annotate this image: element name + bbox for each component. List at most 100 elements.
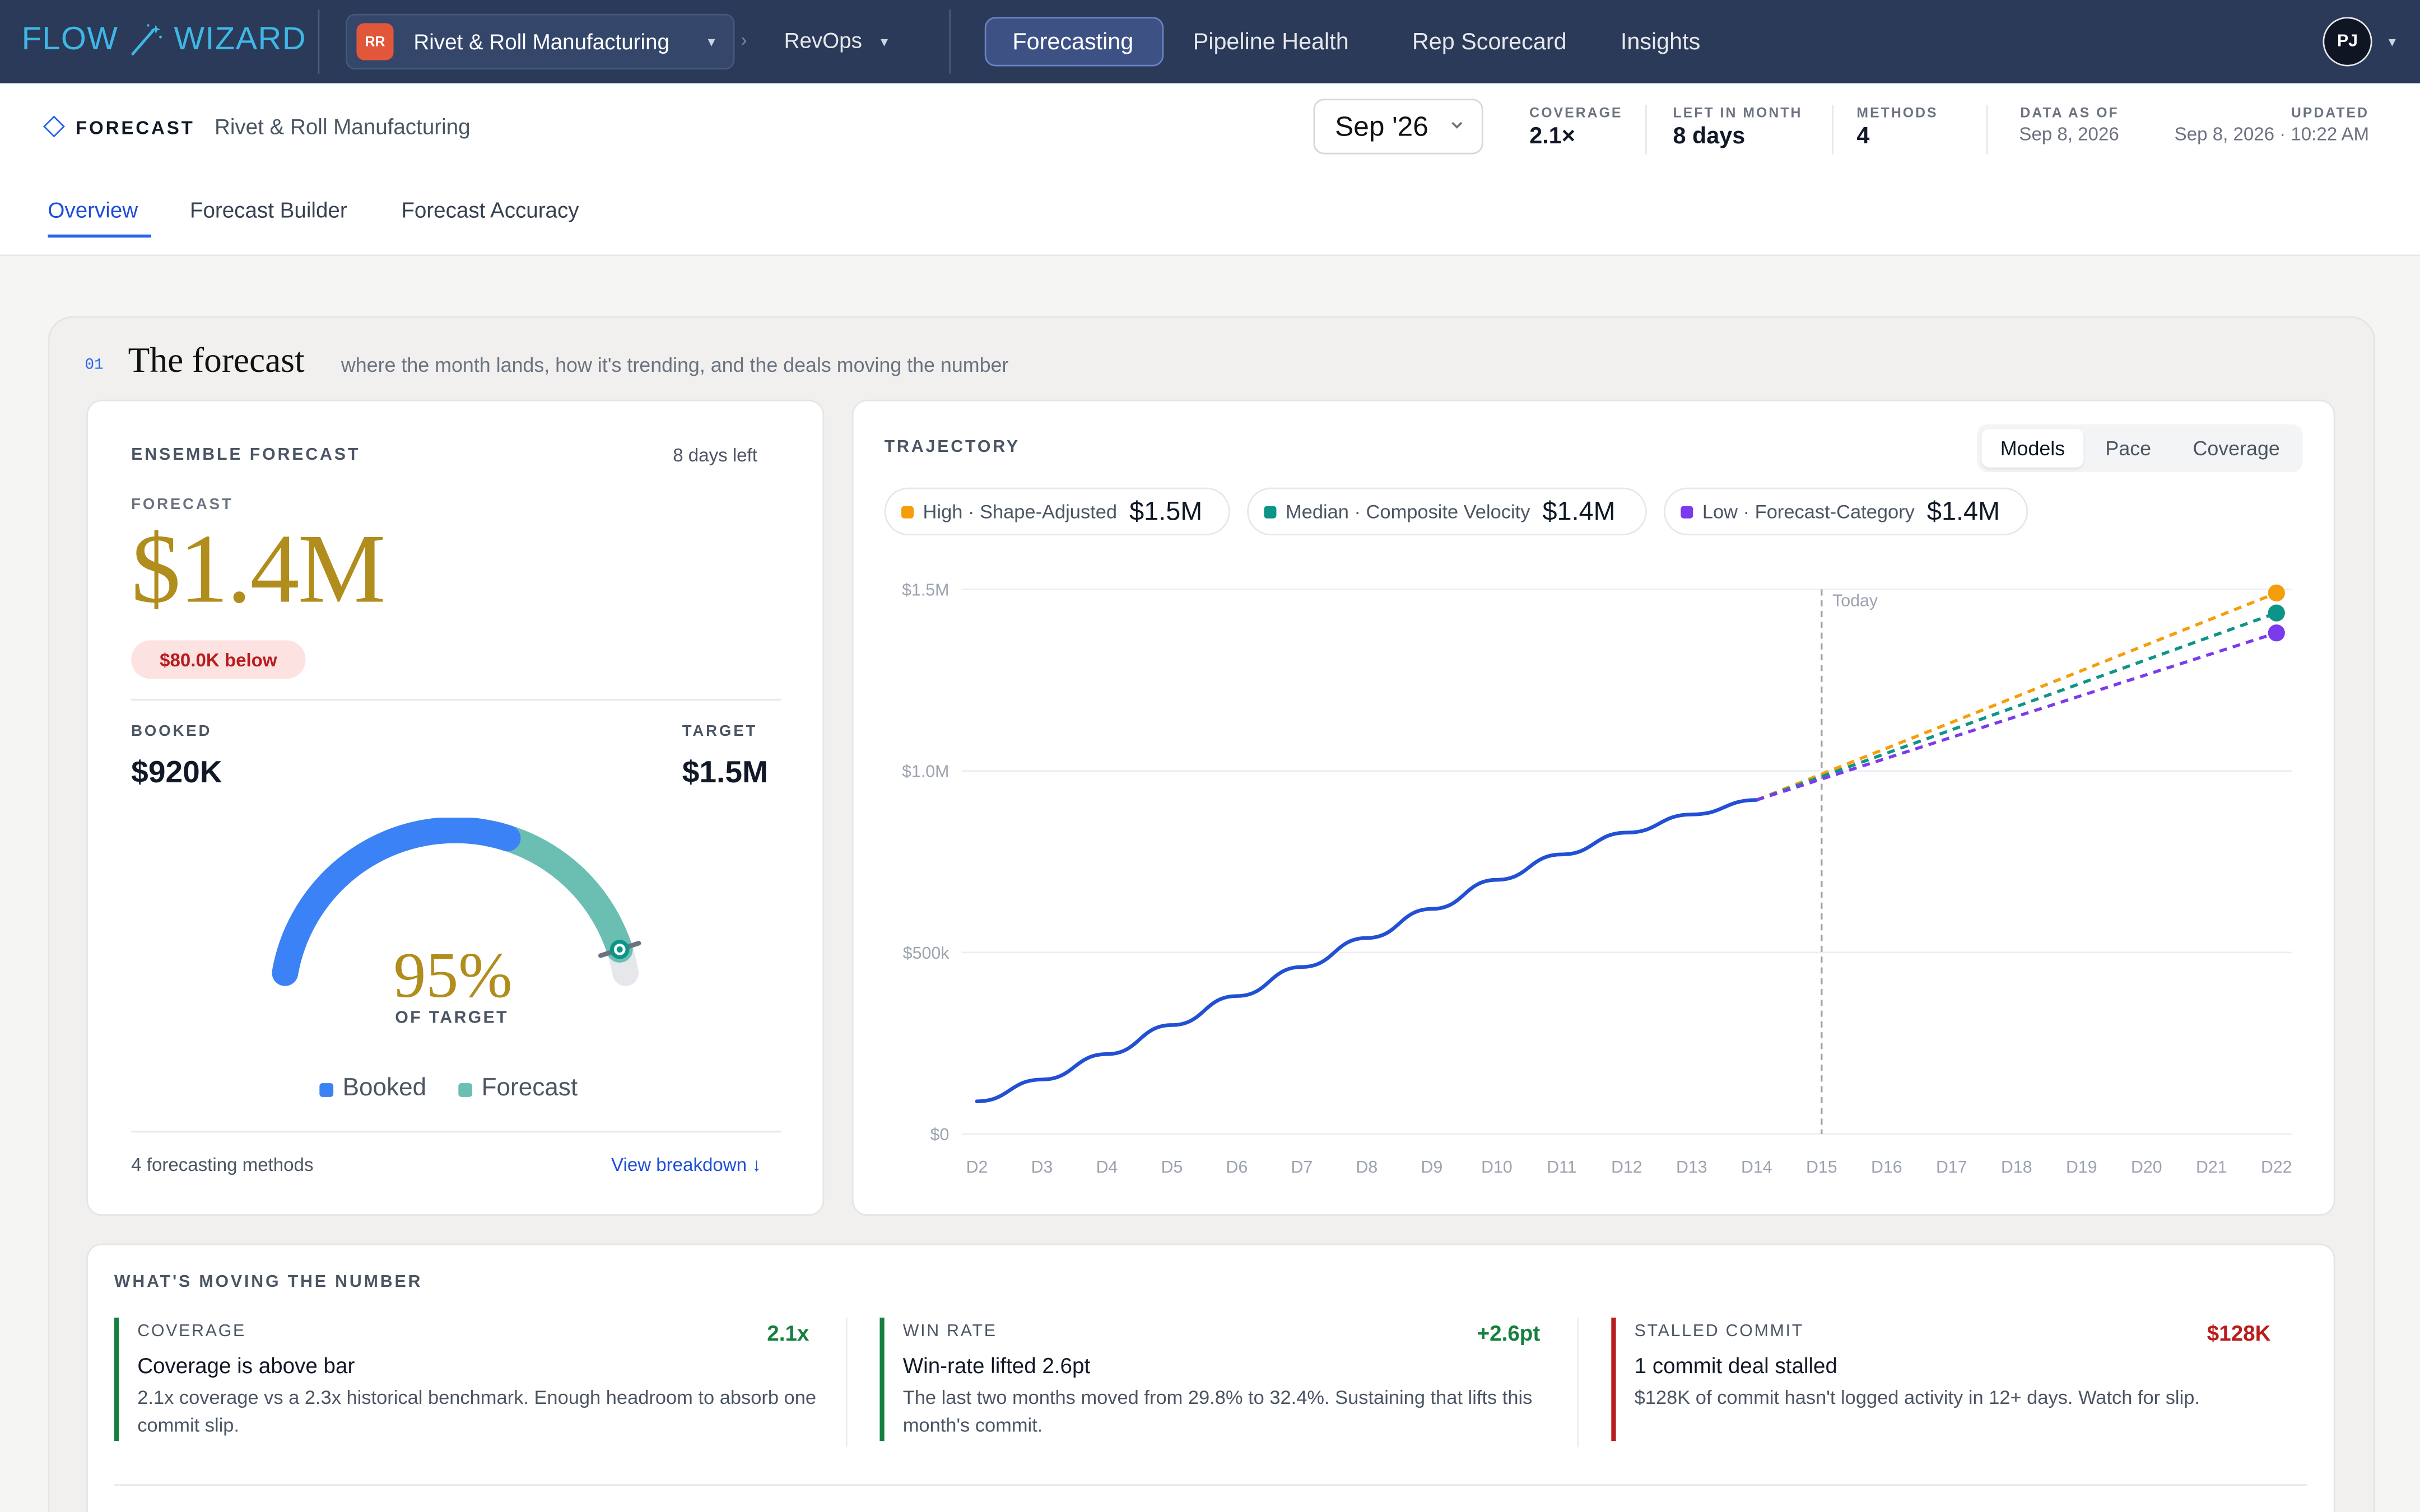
gauge-caption: OF TARGET bbox=[395, 1009, 509, 1028]
chip-swatch bbox=[901, 505, 914, 518]
stat-value: 4 bbox=[1856, 123, 1870, 150]
chip-label: High · Shape-Adjusted bbox=[923, 501, 1118, 522]
month-value: Sep '26 bbox=[1335, 110, 1428, 142]
stat-value: 8 days bbox=[1673, 123, 1746, 150]
app-logo[interactable]: FLOW WIZARD bbox=[22, 22, 306, 59]
x-tick-label: D22 bbox=[2261, 1158, 2292, 1177]
divider bbox=[131, 1131, 781, 1133]
x-tick-label: D20 bbox=[2131, 1158, 2162, 1177]
trajectory-card bbox=[851, 399, 2335, 1216]
y-tick-label: $500k bbox=[903, 944, 950, 963]
chevron-down-icon: ▼ bbox=[878, 35, 891, 50]
legend-swatch bbox=[319, 1082, 334, 1096]
segment-models[interactable]: Models bbox=[1981, 428, 2084, 468]
x-tick-label: D10 bbox=[1481, 1158, 1513, 1177]
org-switcher[interactable]: RR Rivet & Roll Manufacturing ▼ bbox=[346, 13, 735, 69]
model-chip-high[interactable]: High · Shape-Adjusted $1.5M bbox=[884, 487, 1230, 536]
user-avatar[interactable]: PJ bbox=[2323, 17, 2372, 67]
mover-value: $128K bbox=[2207, 1320, 2271, 1346]
card-title: TRAJECTORY bbox=[884, 438, 1021, 457]
x-tick-label: D7 bbox=[1291, 1158, 1313, 1177]
segment-coverage[interactable]: Coverage bbox=[2193, 436, 2280, 460]
mover-label: COVERAGE bbox=[137, 1322, 246, 1341]
mover-coverage: COVERAGE Coverage is above bar 2.1x cove… bbox=[114, 1317, 821, 1441]
x-tick-label: D9 bbox=[1421, 1158, 1443, 1177]
mover-description: $128K of commit hasn't logged activity i… bbox=[1634, 1387, 2200, 1409]
today-label: Today bbox=[1832, 592, 1878, 610]
stat-value: Sep 8, 2026 · 10:22 AM bbox=[2174, 123, 2370, 145]
section-number: 01 bbox=[85, 358, 104, 375]
target-value: $1.5M bbox=[682, 756, 768, 790]
stat-updated: UPDATED Sep 8, 2026 · 10:22 AM bbox=[2153, 105, 2369, 145]
stat-label: COVERAGE bbox=[1529, 105, 1623, 120]
stat-data-as-of: DATA AS OF Sep 8, 2026 bbox=[2013, 105, 2119, 145]
page-tabs: Overview Forecast Builder Forecast Accur… bbox=[0, 171, 2420, 256]
mover-description: 2.1x coverage vs a 2.3x historical bench… bbox=[137, 1387, 817, 1436]
diamond-icon bbox=[43, 115, 65, 138]
mover-stalled-commit: STALLED COMMIT 1 commit deal stalled $12… bbox=[1611, 1317, 2290, 1441]
chevron-down-icon bbox=[1451, 122, 1463, 129]
section-subtitle: where the month lands, how it's trending… bbox=[341, 353, 1009, 377]
team-switcher[interactable]: RevOps bbox=[784, 27, 862, 53]
nav-rep-scorecard[interactable]: Rep Scorecard bbox=[1412, 28, 1567, 55]
stat-label: DATA AS OF bbox=[2020, 105, 2119, 120]
x-tick-label: D3 bbox=[1031, 1158, 1053, 1177]
tab-overview[interactable]: Overview bbox=[48, 197, 138, 222]
magic-wand-icon bbox=[131, 24, 162, 55]
view-segmented-control: Models Pace Coverage bbox=[1977, 424, 2303, 473]
nav-insights[interactable]: Insights bbox=[1620, 28, 1701, 55]
chip-amount: $1.5M bbox=[1129, 496, 1203, 526]
x-tick-label: D5 bbox=[1161, 1158, 1183, 1177]
mover-title: Win-rate lifted 2.6pt bbox=[902, 1353, 1091, 1378]
chip-label: Low · Forecast-Category bbox=[1702, 501, 1915, 522]
ensemble-forecast-card bbox=[86, 399, 825, 1216]
chip-amount: $1.4M bbox=[1926, 496, 2000, 526]
x-tick-label: D14 bbox=[1741, 1158, 1772, 1177]
segment-pace[interactable]: Pace bbox=[2105, 436, 2152, 460]
x-tick-label: D11 bbox=[1547, 1158, 1576, 1177]
stat-label: METHODS bbox=[1856, 105, 1938, 120]
top-bar: FLOW WIZARD RR Rivet & Roll Manufacturin… bbox=[0, 0, 2420, 83]
movers-card bbox=[86, 1243, 2335, 1512]
x-tick-label: D4 bbox=[1096, 1158, 1118, 1177]
view-breakdown-link[interactable]: View breakdown ↓ bbox=[611, 1154, 761, 1176]
chip-amount: $1.4M bbox=[1542, 496, 1616, 526]
x-tick-label: D2 bbox=[966, 1158, 988, 1177]
stat-label: UPDATED bbox=[2291, 105, 2370, 120]
nav-forecasting[interactable]: Forecasting bbox=[984, 17, 1164, 67]
page-org-name: Rivet & Roll Manufacturing bbox=[214, 114, 471, 139]
mover-value: 2.1x bbox=[767, 1320, 809, 1346]
stat-divider bbox=[1832, 105, 1834, 155]
gauge-forecast-marker-core bbox=[616, 946, 623, 953]
series-line-projection bbox=[1756, 631, 2277, 802]
y-tick-label: $0 bbox=[930, 1126, 950, 1144]
x-tick-label: D16 bbox=[1871, 1158, 1902, 1177]
chevron-down-icon[interactable]: ▼ bbox=[2386, 35, 2399, 50]
stat-label: LEFT IN MONTH bbox=[1673, 105, 1803, 120]
series-endpoint bbox=[2268, 624, 2285, 642]
gauge-percent: 95% bbox=[393, 941, 513, 1012]
model-chip-median[interactable]: Median · Composite Velocity $1.4M bbox=[1247, 487, 1647, 536]
chip-swatch bbox=[1681, 505, 1693, 518]
y-tick-label: $1.5M bbox=[902, 581, 949, 599]
month-select[interactable]: Sep '26 bbox=[1313, 99, 1483, 155]
card-title: WHAT'S MOVING THE NUMBER bbox=[114, 1272, 423, 1292]
divider bbox=[845, 1317, 848, 1448]
tab-forecast-builder[interactable]: Forecast Builder bbox=[189, 197, 347, 222]
legend-forecast: Forecast bbox=[458, 1075, 578, 1103]
days-left: 8 days left bbox=[673, 444, 757, 466]
stat-divider bbox=[1986, 105, 1988, 155]
x-tick-label: D15 bbox=[1806, 1158, 1837, 1177]
series-endpoint bbox=[2268, 584, 2285, 602]
mover-label: WIN RATE bbox=[902, 1322, 997, 1341]
nav-pipeline-health[interactable]: Pipeline Health bbox=[1193, 28, 1349, 55]
x-tick-label: D18 bbox=[2001, 1158, 2032, 1177]
chip-label: Median · Composite Velocity bbox=[1286, 501, 1530, 522]
x-tick-label: D13 bbox=[1676, 1158, 1707, 1177]
x-tick-label: D8 bbox=[1356, 1158, 1378, 1177]
mover-title: 1 commit deal stalled bbox=[1634, 1353, 1837, 1378]
model-chip-low[interactable]: Low · Forecast-Category $1.4M bbox=[1663, 487, 2028, 536]
tab-forecast-accuracy[interactable]: Forecast Accuracy bbox=[401, 197, 579, 222]
chip-swatch bbox=[1264, 505, 1277, 518]
